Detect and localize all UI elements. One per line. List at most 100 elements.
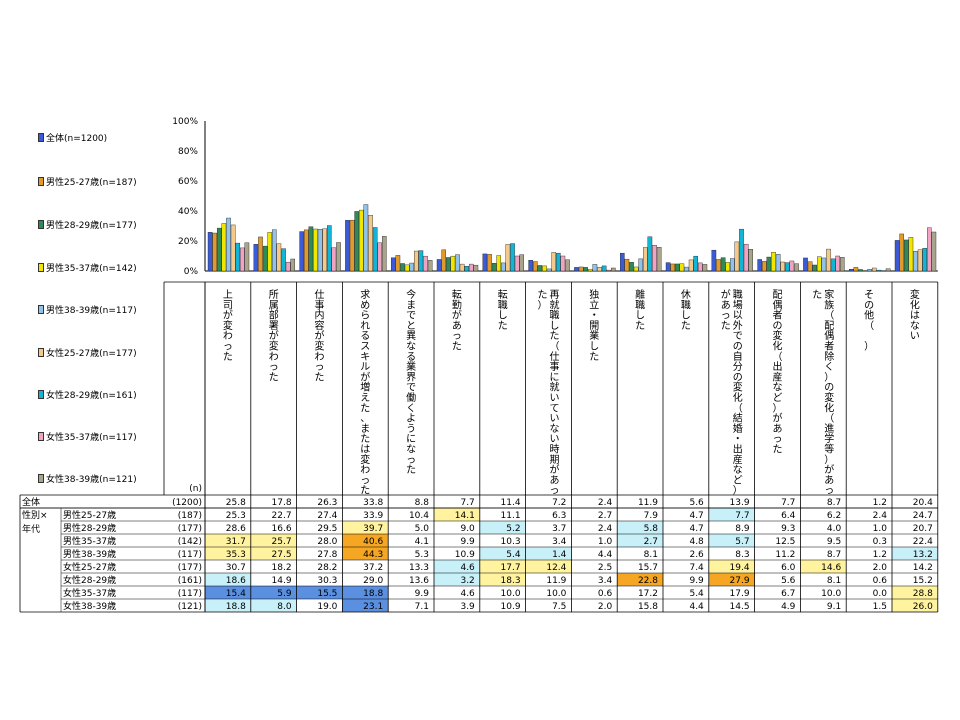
legend-swatch (38, 390, 44, 399)
category-header: 今までと異なる業界で働くようになった (406, 288, 416, 476)
data-cell: 4.7 (689, 524, 703, 534)
n-header: (n) (189, 484, 202, 494)
data-cell: 5.6 (689, 498, 704, 508)
data-cell: 0.0 (873, 589, 888, 599)
highlight-cell (617, 534, 663, 547)
y-tick-label: 40% (178, 207, 198, 217)
data-cell: 6.3 (552, 511, 566, 521)
bar (244, 242, 250, 272)
highlight-cell (434, 508, 480, 521)
legend-swatch (38, 133, 44, 142)
bar (267, 232, 273, 272)
category-header: その他（ ） (864, 289, 874, 353)
legend-item: 女性28-29歳(n=161) (38, 388, 137, 401)
data-cell: 10.9 (455, 550, 475, 560)
bar (336, 242, 341, 272)
data-cell: 22.4 (913, 537, 933, 547)
highlight-cell (342, 521, 389, 534)
data-cell: 9.0 (460, 524, 475, 534)
data-cell: 28.2 (317, 563, 337, 573)
highlight-cell (250, 586, 297, 599)
data-cell: 2.4 (598, 524, 613, 534)
bar (533, 261, 538, 272)
bar (363, 204, 369, 272)
legend-item: 女性35-37歳(n=117) (38, 430, 137, 443)
data-cell: 12.5 (775, 537, 795, 547)
data-cell: 2.0 (873, 563, 888, 573)
bar (853, 267, 859, 272)
data-cell: 37.2 (363, 563, 383, 573)
y-tick-label: 100% (172, 117, 198, 127)
bar (739, 228, 744, 272)
bar (235, 242, 241, 272)
bar (377, 242, 383, 272)
bar (771, 252, 776, 272)
bar (633, 266, 639, 272)
bar (253, 244, 259, 272)
highlight-cell (892, 599, 938, 612)
bar (400, 263, 405, 272)
bar (922, 247, 927, 272)
data-cell: 17.8 (272, 498, 292, 508)
data-cell: 7.2 (552, 498, 566, 508)
legend-label: 男性35-37歳(n=142) (46, 264, 137, 274)
data-cell: 0.6 (873, 576, 888, 586)
data-cell: 14.5 (730, 602, 750, 612)
bar-chart: 100% 80% 60% 40% 20% 0% (172, 117, 938, 277)
data-cell: 0.3 (873, 537, 887, 547)
highlight-cell (342, 599, 389, 612)
bar (840, 257, 845, 272)
row-label: 全体 (22, 496, 40, 508)
bar (349, 219, 355, 272)
legend-label: 女性25-27歳(n=177) (46, 349, 137, 359)
bar (775, 253, 781, 272)
data-cell: 15.4 (226, 589, 246, 599)
data-cell: 10.3 (501, 537, 521, 547)
bar (216, 227, 222, 272)
bar (207, 232, 213, 272)
bar (345, 220, 350, 272)
data-cell: 11.2 (775, 550, 795, 560)
data-cell: 12.4 (546, 563, 566, 573)
data-cell: 9.1 (827, 602, 841, 612)
row-label: 男性25-27歳 (63, 509, 116, 521)
data-cell: 19.0 (317, 602, 337, 612)
bar (899, 233, 904, 272)
bar (427, 260, 433, 272)
data-cell: 3.2 (460, 576, 474, 586)
legend-label: 男性28-29歳(n=177) (46, 221, 137, 231)
data-cell: 33.9 (363, 511, 383, 521)
data-cell: 10.0 (501, 589, 521, 599)
bar (624, 258, 630, 272)
data-cell: 14.9 (272, 576, 292, 586)
bar (450, 255, 456, 272)
data-cell: 25.8 (226, 498, 246, 508)
data-cell: 5.9 (277, 589, 292, 599)
category-header: 職場以外での自分の変化（結婚・出産など）があった (721, 288, 743, 497)
data-cell: 11.4 (501, 498, 521, 508)
row-label: 女性28-29歳 (63, 574, 116, 586)
data-cell: 30.3 (317, 576, 337, 586)
bar (496, 255, 502, 272)
bar (382, 236, 387, 272)
data-cell: 8.1 (644, 550, 658, 560)
y-tick-label: 0% (184, 267, 199, 277)
bar (285, 261, 291, 272)
bar (789, 260, 795, 272)
data-cell: 4.1 (415, 537, 429, 547)
data-cell: 4.8 (689, 537, 704, 547)
bar (821, 257, 827, 272)
data-cell: 25.3 (226, 511, 246, 521)
data-cell: 10.0 (546, 589, 566, 599)
bar (368, 214, 373, 272)
data-cell: 8.9 (735, 524, 750, 534)
data-cell: 33.8 (363, 498, 383, 508)
data-cell: 2.7 (644, 537, 658, 547)
bar (487, 254, 492, 272)
data-cell: 5.3 (415, 550, 429, 560)
n-value: (1200) (172, 498, 202, 508)
highlight-cell (342, 586, 389, 599)
chart-legend: 全体(n=1200) 男性25-27歳(n=187) 男性28-29歳(n=177)… (0, 0, 170, 500)
data-cell: 4.0 (827, 524, 842, 534)
bar (830, 258, 836, 272)
